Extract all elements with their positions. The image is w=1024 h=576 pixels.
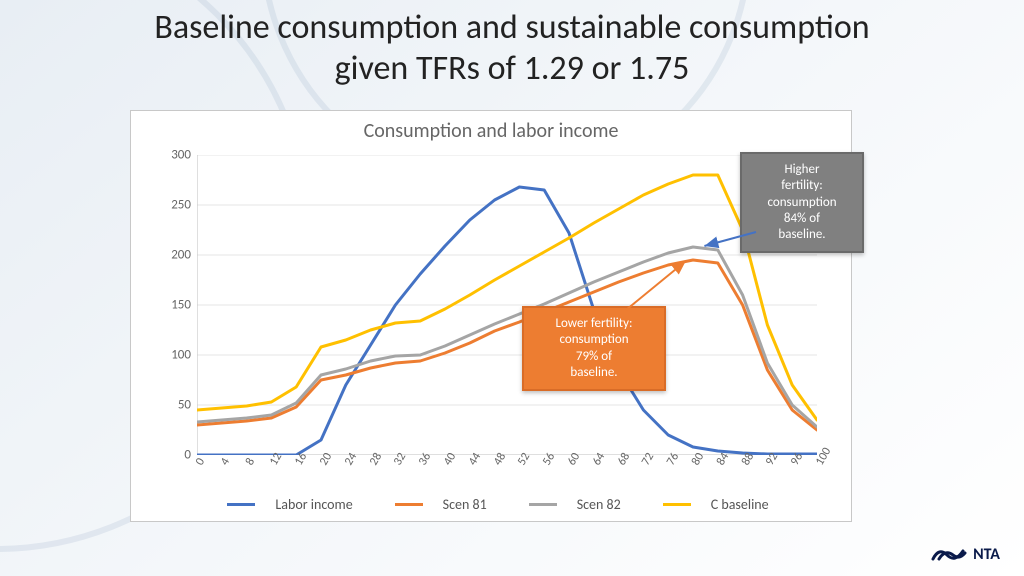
y-tick: 150 [131, 298, 191, 313]
series-c-baseline [197, 175, 817, 420]
x-tick: 8 [243, 456, 258, 468]
legend-item: Labor income [213, 496, 352, 513]
slide-title: Baseline consumption and sustainable con… [0, 8, 1024, 90]
chart-title: Consumption and labor income [131, 111, 851, 147]
legend-item: Scen 81 [381, 496, 487, 513]
y-tick: 100 [131, 348, 191, 363]
series-labor-income [197, 187, 817, 455]
logo-text: NTA [973, 545, 1000, 564]
y-tick: 250 [131, 198, 191, 213]
legend-item: C baseline [649, 496, 769, 513]
chart-plot [197, 155, 817, 455]
x-tick: 0 [193, 456, 208, 468]
slide-title-line1: Baseline consumption and sustainable con… [154, 7, 869, 48]
callout-higher-fertility: Higherfertility:consumption84% ofbaselin… [740, 152, 864, 253]
legend-item: Scen 82 [515, 496, 621, 513]
y-tick: 50 [131, 398, 191, 413]
y-tick: 300 [131, 148, 191, 163]
y-tick: 200 [131, 248, 191, 263]
callout-lower-fertility: Lower fertility:consumption79% ofbaselin… [522, 306, 666, 391]
chart-legend: Labor income Scen 81 Scen 82 C baseline [131, 493, 851, 513]
slide-title-line2: given TFRs of 1.29 or 1.75 [335, 48, 690, 89]
nta-logo: NTA [929, 545, 1000, 564]
x-tick: 4 [218, 456, 233, 468]
y-tick: 0 [131, 448, 191, 463]
